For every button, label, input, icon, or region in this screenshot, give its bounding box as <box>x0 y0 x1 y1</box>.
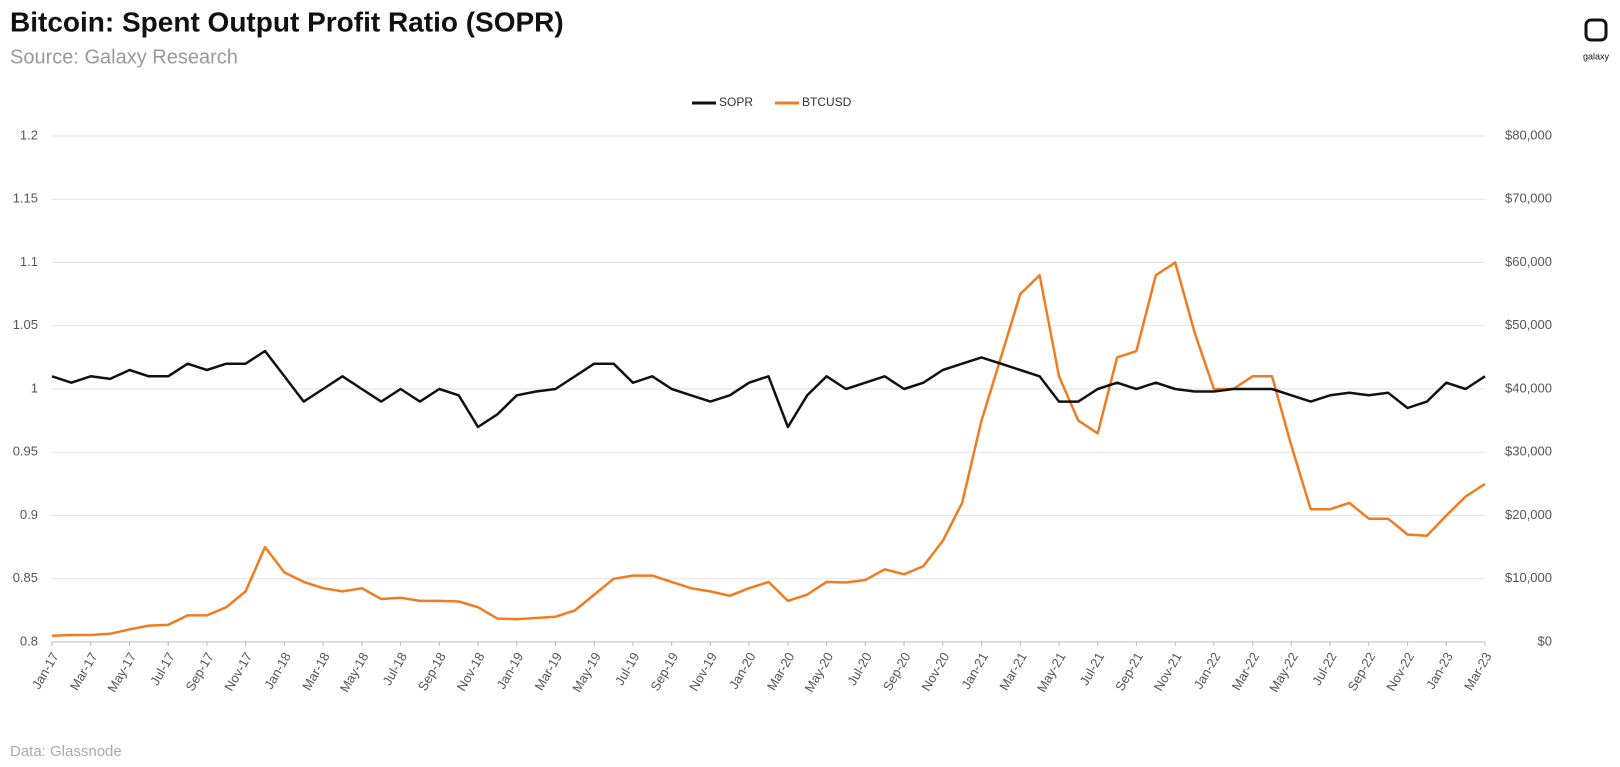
y2-tick-label: $20,000 <box>1505 507 1552 522</box>
series-line <box>51 261 1486 637</box>
x-tick-label: Jan-22 <box>1191 650 1224 692</box>
x-tick-label: Jul-18 <box>379 650 410 688</box>
x-tick-label: Nov-22 <box>1383 650 1417 694</box>
y2-tick-label: $50,000 <box>1505 317 1552 332</box>
x-tick-label: Mar-20 <box>764 650 798 693</box>
y2-tick-label: $70,000 <box>1505 191 1552 206</box>
legend-label: BTCUSD <box>802 95 852 109</box>
y-tick-label: 1.15 <box>13 191 38 206</box>
y-tick-label: 1.05 <box>13 317 38 332</box>
x-tick-label: Nov-17 <box>221 650 255 694</box>
y-tick-label: 1.1 <box>20 254 38 269</box>
x-tick-label: Jul-20 <box>844 650 875 688</box>
x-tick-label: Jan-20 <box>726 650 759 692</box>
chart-title: Bitcoin: Spent Output Profit Ratio (SOPR… <box>10 6 564 37</box>
x-tick-label: Jul-19 <box>612 650 643 688</box>
x-tick-label: Nov-19 <box>686 650 720 694</box>
x-tick-label: Sep-22 <box>1344 650 1378 694</box>
x-tick-label: Mar-17 <box>67 650 101 693</box>
y2-tick-label: $40,000 <box>1505 380 1552 395</box>
x-tick-label: Sep-20 <box>880 650 914 694</box>
x-tick-label: Sep-21 <box>1112 650 1146 694</box>
x-tick-label: May-19 <box>569 650 604 695</box>
data-note: Data: Glassnode <box>10 743 122 760</box>
x-tick-label: Mar-19 <box>531 650 565 693</box>
x-tick-label: Jan-18 <box>261 650 294 692</box>
x-tick-label: Mar-23 <box>1461 650 1495 693</box>
y2-tick-label: $30,000 <box>1505 444 1552 459</box>
x-tick-label: Sep-19 <box>647 650 681 694</box>
x-tick-label: May-20 <box>801 650 836 695</box>
x-tick-label: Jan-19 <box>493 650 526 692</box>
x-tick-label: Jan-23 <box>1423 650 1456 692</box>
x-tick-label: May-21 <box>1034 650 1069 695</box>
x-tick-label: Sep-17 <box>183 650 217 694</box>
x-tick-label: Mar-21 <box>996 650 1030 693</box>
series-line <box>51 349 1486 429</box>
x-tick-label: Jul-22 <box>1309 650 1340 688</box>
chart-subtitle: Source: Galaxy Research <box>10 46 238 68</box>
y2-tick-label: $10,000 <box>1505 570 1552 585</box>
logo-icon <box>1584 18 1608 42</box>
y-tick-label: 1 <box>31 380 38 395</box>
x-tick-label: Jan-21 <box>958 650 991 692</box>
x-tick-label: Nov-21 <box>1151 650 1185 694</box>
x-tick-label: Mar-18 <box>299 650 333 693</box>
y-tick-label: 0.85 <box>13 570 38 585</box>
x-tick-label: Sep-18 <box>415 650 449 694</box>
y-tick-label: 1.2 <box>20 127 38 142</box>
x-tick-label: Mar-22 <box>1229 650 1263 693</box>
x-tick-label: Jul-21 <box>1077 650 1108 688</box>
y2-tick-label: $80,000 <box>1505 127 1552 142</box>
x-tick-label: Jan-17 <box>29 650 62 692</box>
x-tick-label: Jul-17 <box>147 650 178 688</box>
y2-tick-label: $60,000 <box>1505 254 1552 269</box>
x-tick-label: Nov-20 <box>918 650 952 694</box>
x-tick-label: Nov-18 <box>454 650 488 694</box>
y2-tick-label: $0 <box>1538 633 1552 648</box>
y-tick-label: 0.95 <box>13 444 38 459</box>
x-tick-label: May-17 <box>104 650 139 695</box>
y-tick-label: 0.9 <box>20 507 38 522</box>
y-tick-label: 0.8 <box>20 633 38 648</box>
legend-label: SOPR <box>719 95 753 109</box>
logo-text: galaxy <box>1583 51 1610 61</box>
x-tick-label: May-22 <box>1266 650 1301 695</box>
x-tick-label: May-18 <box>337 650 372 695</box>
